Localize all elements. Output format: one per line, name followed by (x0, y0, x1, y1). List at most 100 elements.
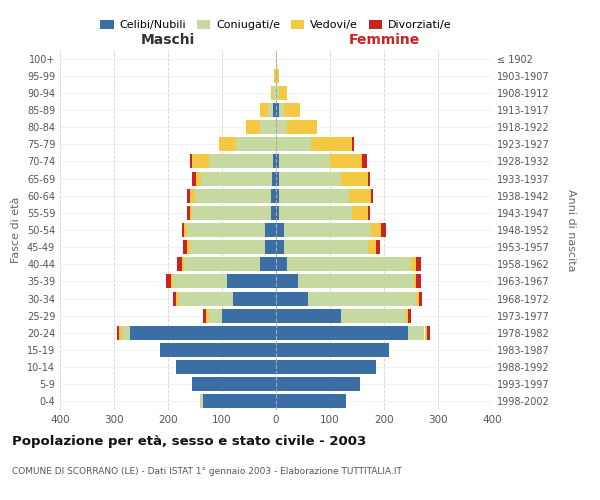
Bar (276, 394, 346, 408)
Bar (284, 223, 371, 237)
Bar (287, 120, 317, 134)
Y-axis label: Fasce di età: Fasce di età (11, 197, 21, 263)
Bar (187, 206, 190, 220)
Bar (200, 394, 203, 408)
Bar (276, 138, 311, 151)
Bar (160, 343, 276, 357)
Bar (276, 258, 287, 272)
Y-axis label: Anni di nascita: Anni di nascita (566, 188, 577, 271)
Bar (276, 292, 308, 306)
Bar (382, 223, 386, 237)
Bar (206, 308, 209, 322)
Bar (171, 274, 173, 288)
Bar (371, 223, 382, 237)
Bar (278, 172, 341, 185)
Bar (406, 308, 409, 322)
Bar (414, 274, 416, 288)
Bar (179, 292, 233, 306)
Bar (330, 154, 362, 168)
Bar (196, 172, 202, 185)
Bar (190, 188, 195, 202)
Bar (247, 120, 260, 134)
Bar (271, 188, 276, 202)
Bar (368, 206, 370, 220)
Bar (177, 258, 182, 272)
Bar (416, 274, 421, 288)
Bar (352, 206, 368, 220)
Bar (203, 308, 206, 322)
Bar (276, 378, 360, 392)
Bar (182, 258, 184, 272)
Bar (427, 326, 430, 340)
Bar (117, 326, 119, 340)
Bar (276, 360, 376, 374)
Bar (425, 326, 427, 340)
Bar (122, 326, 130, 340)
Bar (411, 258, 416, 272)
Bar (193, 206, 271, 220)
Bar (235, 138, 276, 151)
Text: Popolazione per età, sesso e stato civile - 2003: Popolazione per età, sesso e stato civil… (12, 435, 366, 448)
Bar (184, 223, 187, 237)
Bar (274, 154, 276, 168)
Bar (190, 206, 193, 220)
Bar (265, 223, 276, 237)
Bar (182, 223, 184, 237)
Bar (190, 240, 265, 254)
Bar (271, 206, 276, 220)
Bar (276, 240, 284, 254)
Bar (233, 292, 276, 306)
Bar (176, 360, 276, 374)
Bar (276, 68, 278, 82)
Legend: Celibi/Nubili, Coniugati/e, Vedovi/e, Divorziati/e: Celibi/Nubili, Coniugati/e, Vedovi/e, Di… (96, 16, 456, 35)
Bar (408, 308, 411, 322)
Text: Maschi: Maschi (141, 32, 195, 46)
Bar (272, 172, 276, 185)
Bar (341, 308, 406, 322)
Bar (260, 120, 276, 134)
Bar (222, 308, 276, 322)
Bar (371, 188, 373, 202)
Bar (368, 240, 376, 254)
Bar (209, 154, 274, 168)
Bar (276, 343, 389, 357)
Bar (176, 292, 179, 306)
Bar (260, 258, 276, 272)
Bar (187, 223, 265, 237)
Text: Femmine: Femmine (349, 32, 419, 46)
Bar (202, 172, 272, 185)
Bar (274, 103, 276, 117)
Bar (287, 258, 411, 272)
Bar (276, 308, 341, 322)
Bar (311, 138, 352, 151)
Bar (284, 240, 368, 254)
Bar (278, 206, 352, 220)
Bar (130, 326, 276, 340)
Bar (166, 274, 171, 288)
Bar (341, 172, 368, 185)
Bar (187, 188, 190, 202)
Bar (276, 172, 278, 185)
Bar (298, 274, 414, 288)
Text: COMUNE DI SCORRANO (LE) - Dati ISTAT 1° gennaio 2003 - Elaborazione TUTTITALIA.I: COMUNE DI SCORRANO (LE) - Dati ISTAT 1° … (12, 468, 402, 476)
Bar (276, 86, 278, 100)
Bar (276, 120, 287, 134)
Bar (209, 308, 222, 322)
Bar (276, 103, 278, 117)
Bar (278, 154, 330, 168)
Bar (203, 394, 276, 408)
Bar (265, 240, 276, 254)
Bar (271, 86, 274, 100)
Bar (416, 258, 421, 272)
Bar (278, 86, 287, 100)
Bar (193, 378, 276, 392)
Bar (173, 292, 176, 306)
Bar (260, 103, 268, 117)
Bar (173, 274, 227, 288)
Bar (193, 154, 209, 168)
Bar (119, 326, 122, 340)
Bar (419, 292, 422, 306)
Bar (190, 154, 193, 168)
Bar (376, 240, 380, 254)
Bar (276, 223, 284, 237)
